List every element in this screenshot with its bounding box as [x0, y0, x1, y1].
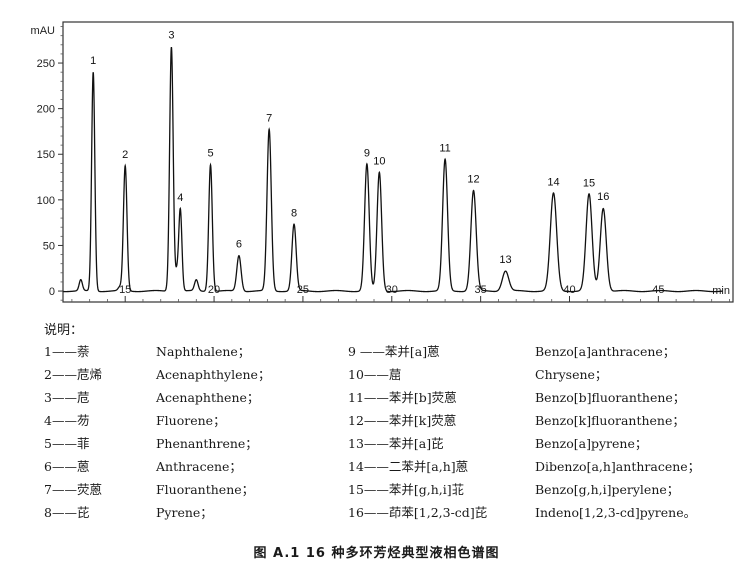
legend-item-en: Chrysene；	[535, 367, 608, 382]
x-tick-label: 20	[208, 284, 220, 296]
legend-item: 10——䓛	[348, 367, 402, 382]
legend-item: 13——苯并[a]芘	[348, 436, 444, 451]
legend-item-en: Anthracene；	[156, 459, 242, 474]
legend-item: 2——苊烯	[44, 367, 102, 382]
peak-label: 10	[373, 155, 385, 167]
y-tick-label: 150	[37, 149, 55, 161]
legend-item: 7——荧蒽	[44, 482, 102, 497]
y-tick-label: 250	[37, 58, 55, 70]
legend-item-en: Phenanthrene；	[156, 436, 258, 451]
chromatogram: 0 50 100 150 200 250 mAU 15 20 25 30 35 40 45 min 1 2 3 4 5…	[31, 21, 734, 303]
peak-label: 13	[499, 254, 511, 266]
legend-item: 11——苯并[b]荧蒽	[348, 390, 457, 405]
peak-label: 5	[207, 147, 213, 159]
y-tick-label: 50	[43, 240, 55, 252]
legend-item-en: Benzo[g,h,i]perylene；	[535, 482, 680, 497]
note-title: 说明：	[44, 323, 84, 338]
legend-item: 8——芘	[44, 505, 90, 520]
y-tick-label: 0	[49, 286, 55, 298]
peak-label: 7	[266, 113, 272, 125]
legend-item-en: Dibenzo[a,h]anthracene；	[535, 459, 701, 474]
legend-right-en: Benzo[a]anthracene； Chrysene； Benzo[b]fl…	[535, 340, 700, 524]
peak-label: 8	[291, 207, 297, 219]
legend-item: 1——萘	[44, 344, 90, 359]
legend-item-en: Acenaphthylene；	[156, 367, 271, 382]
peak-label: 2	[122, 149, 128, 161]
legend-item: 15——苯并[g,h,i]苝	[348, 482, 465, 497]
peak-label: 11	[439, 143, 450, 155]
y-axis-label: mAU	[31, 25, 56, 37]
x-tick-label: 35	[475, 284, 487, 296]
x-tick-label: 30	[386, 284, 398, 296]
peak-label: 15	[583, 177, 595, 189]
legend-item-en: Acenaphthene；	[156, 390, 260, 405]
legend-left-cn: 1——萘 2——苊烯 3——苊 4——芴 5——菲 6——蒽 7——荧蒽 8——…	[44, 340, 102, 524]
legend-item-en: Indeno[1,2,3-cd]pyrene。	[535, 505, 697, 520]
legend-item-en: Benzo[k]fluoranthene；	[535, 413, 685, 428]
legend-item: 4——芴	[44, 413, 90, 428]
y-tick-label: 200	[37, 104, 55, 116]
legend-item-en: Fluorene；	[156, 413, 226, 428]
legend-item: 6——蒽	[44, 459, 90, 474]
legend-right-cn: 9 ——苯并[a]蒽 10——䓛 11——苯并[b]荧蒽 12——苯并[k]荧蒽…	[348, 340, 487, 524]
legend-item-en: Benzo[a]pyrene；	[535, 436, 648, 451]
figure-caption: 图 A.1 16 种多环芳烃典型液相色谱图	[253, 546, 500, 561]
y-tick-label: 100	[37, 195, 55, 207]
legend-item: 9 ——苯并[a]蒽	[348, 344, 440, 359]
peak-label: 6	[236, 238, 242, 250]
x-tick-label: 15	[119, 284, 131, 296]
chromatogram-trace	[63, 47, 723, 293]
peak-label: 9	[364, 147, 370, 159]
peak-label: 16	[597, 191, 609, 203]
peak-label: 4	[177, 192, 183, 204]
legend-item-en: Benzo[b]fluoranthene；	[535, 390, 686, 405]
legend-item: 12——苯并[k]荧蒽	[348, 413, 457, 428]
peak-label: 3	[168, 30, 174, 42]
legend-item: 14——二苯并[a,h]蒽	[348, 459, 469, 474]
peak-label: 14	[547, 176, 559, 188]
legend-item: 3——苊	[44, 390, 90, 405]
legend-item-en: Fluoranthene；	[156, 482, 255, 497]
legend-item: 5——菲	[44, 436, 90, 451]
plot-frame	[62, 21, 734, 303]
legend-item-en: Pyrene；	[156, 505, 213, 520]
peak-label: 12	[467, 174, 479, 186]
legend-item: 16——茚苯[1,2,3-cd]芘	[348, 505, 488, 520]
legend-item-en: Benzo[a]anthracene；	[535, 344, 676, 359]
x-tick-label: 40	[563, 284, 575, 296]
legend-item-en: Naphthalene；	[156, 344, 251, 359]
legend-left-en: Naphthalene； Acenaphthylene； Acenaphthen…	[156, 340, 270, 524]
peak-label: 1	[90, 55, 96, 67]
